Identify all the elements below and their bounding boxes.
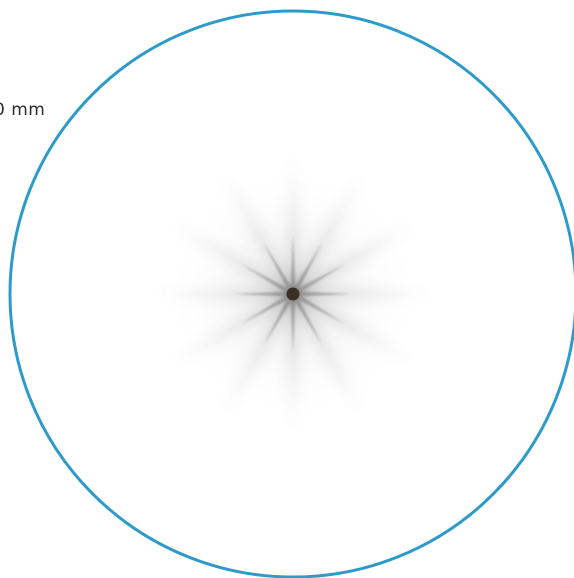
- faint-ray: [225, 289, 301, 411]
- starburst-ray: [290, 242, 323, 296]
- starburst-ray: [233, 291, 293, 297]
- faint-ray: [288, 286, 410, 362]
- faint-ray: [176, 226, 298, 302]
- faint-ray: [225, 177, 301, 299]
- starburst-ray: [291, 264, 345, 297]
- starburst-ray: [293, 291, 353, 297]
- faint-ray-group: [158, 159, 428, 429]
- starburst-ray: [290, 292, 323, 346]
- faint-ray: [176, 286, 298, 362]
- faint-ray: [285, 289, 361, 411]
- starburst-ray: [291, 291, 345, 324]
- sharp-ray-group: [233, 234, 353, 354]
- outer-ring: [8, 9, 574, 578]
- starburst-ray: [263, 292, 296, 346]
- faint-ray: [158, 285, 293, 303]
- faint-ray: [288, 226, 410, 302]
- scale-label: 0 mm: [0, 100, 46, 120]
- starburst-ray: [241, 264, 295, 297]
- starburst-ray: [290, 234, 296, 294]
- faint-ray: [284, 294, 302, 429]
- faint-ray: [284, 159, 302, 294]
- starburst-ray: [290, 294, 296, 354]
- center-dot: [286, 287, 300, 301]
- starburst-ray: [241, 291, 295, 324]
- starburst-ray: [263, 242, 296, 296]
- faint-ray: [285, 177, 361, 299]
- faint-ray: [293, 285, 428, 303]
